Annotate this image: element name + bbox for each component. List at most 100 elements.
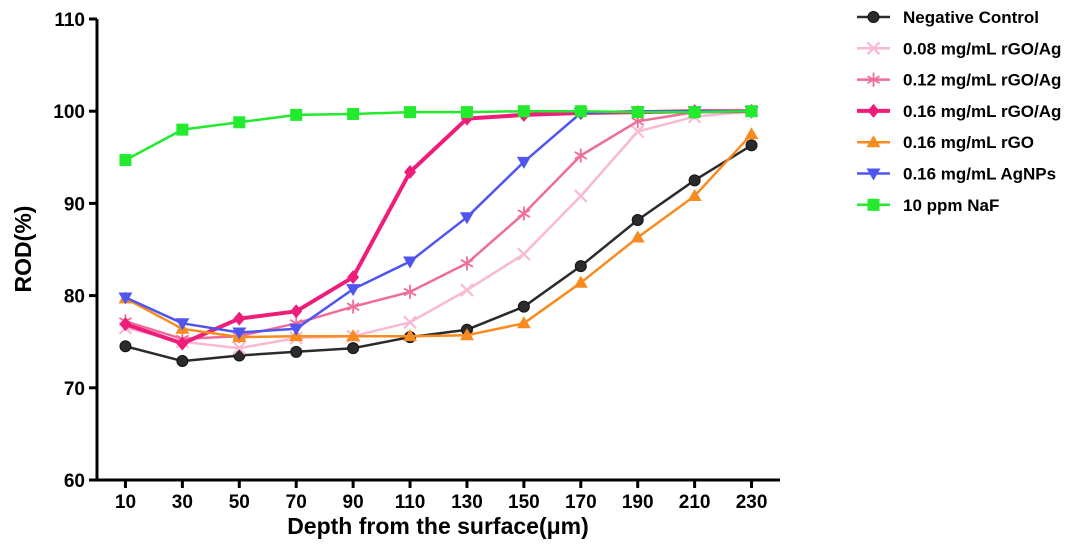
y-tick-label: 90 [64,194,85,215]
y-tick-label: 70 [64,379,85,400]
legend-marker [866,41,881,56]
series-4 [118,127,759,343]
data-point [744,127,759,140]
data-point [459,212,474,225]
y-tick-label: 80 [64,287,85,308]
data-point [290,304,303,319]
data-point [346,299,360,314]
data-point [516,316,531,329]
data-point [688,174,701,187]
legend-label: 0.16 mg/mL AgNPs [903,165,1056,184]
data-point [119,340,132,353]
legend-label: Negative Control [903,8,1039,27]
series-2 [119,104,758,346]
x-tick-label: 230 [736,492,768,513]
data-point [176,336,189,351]
data-point [119,317,132,332]
data-point [688,106,701,119]
data-point [517,105,530,118]
y-axis-title: ROD(%) [10,206,36,293]
data-point [175,318,190,331]
data-point [347,270,360,285]
legend-item: 0.08 mg/mL rGO/Ag [857,39,1061,58]
data-point [745,139,758,152]
legend-item: 0.12 mg/mL rGO/Ag [857,71,1061,90]
legend-label: 0.12 mg/mL rGO/Ag [903,71,1061,90]
legend-item: 0.16 mg/mL rGO [857,133,1034,152]
data-point [745,105,758,118]
data-point [233,116,246,129]
data-point [176,123,189,136]
data-point [460,106,473,119]
series-1 [118,104,759,355]
data-point [290,345,303,358]
x-axis-title: Depth from the surface(μm) [287,513,589,539]
data-point [516,156,531,169]
data-point [631,106,644,119]
data-point [233,311,246,326]
legend-label: 0.08 mg/mL rGO/Ag [903,39,1061,58]
data-point [517,247,531,261]
data-point [574,189,588,203]
data-point [517,300,530,313]
data-point [630,230,645,243]
series-line [124,109,752,346]
data-point [232,341,247,355]
data-point [687,189,702,202]
data-point [347,342,360,355]
y-tick-label: 60 [64,471,85,492]
legend-marker [867,198,880,211]
x-tick-label: 30 [172,492,193,513]
data-point [119,154,132,167]
data-point [517,206,531,221]
data-point [403,256,418,269]
x-tick-label: 190 [622,492,654,513]
legend-item: Negative Control [857,8,1039,27]
y-tick-label: 110 [54,10,85,31]
data-point [233,349,246,362]
x-tick-label: 50 [229,492,250,513]
x-tick-label: 150 [508,492,540,513]
data-point [404,106,417,119]
legend-item: 10 ppm NaF [857,196,999,215]
legend-label: 0.16 mg/mL rGO [903,133,1034,152]
x-tick-label: 130 [451,492,483,513]
series-line [125,109,752,350]
series-line [124,109,752,162]
data-point [176,355,189,368]
data-point [346,284,361,297]
legend-label: 0.16 mg/mL rGO/Ag [903,102,1061,121]
legend-item: 0.16 mg/mL rGO/Ag [857,102,1061,121]
legend-label: 10 ppm NaF [903,196,999,215]
data-point [403,329,418,342]
data-point [459,328,474,341]
data-point [403,284,417,299]
data-point [574,260,587,273]
x-tick-label: 90 [343,492,364,513]
y-tick-label: 100 [53,102,85,123]
data-point [574,148,588,163]
series-line [124,133,753,339]
legend-marker [866,135,881,148]
x-tick-label: 110 [395,492,426,513]
series-layer [118,104,759,368]
data-point [631,213,644,226]
data-point [630,124,645,139]
data-point [347,107,360,120]
data-point [574,105,587,118]
series-3 [119,104,758,351]
data-point [404,165,417,180]
legend-marker [867,11,880,23]
data-point [403,315,417,330]
legend-marker [867,103,880,118]
series-5 [118,106,759,340]
legend-item: 0.16 mg/mL AgNPs [857,165,1056,184]
legend: Negative Control 0.08 mg/mL rGO/Ag 0.12 mg… [857,8,1061,215]
data-point [289,323,304,336]
x-tick-label: 170 [565,492,597,513]
data-point [573,275,588,288]
series-line [125,144,753,363]
x-tick-label: 70 [286,492,307,513]
x-tick-label: 10 [115,492,136,513]
axes: 60 70 80 90 100 110 10 30 50 70 90 110 130 150 170 190 2… [53,10,780,513]
